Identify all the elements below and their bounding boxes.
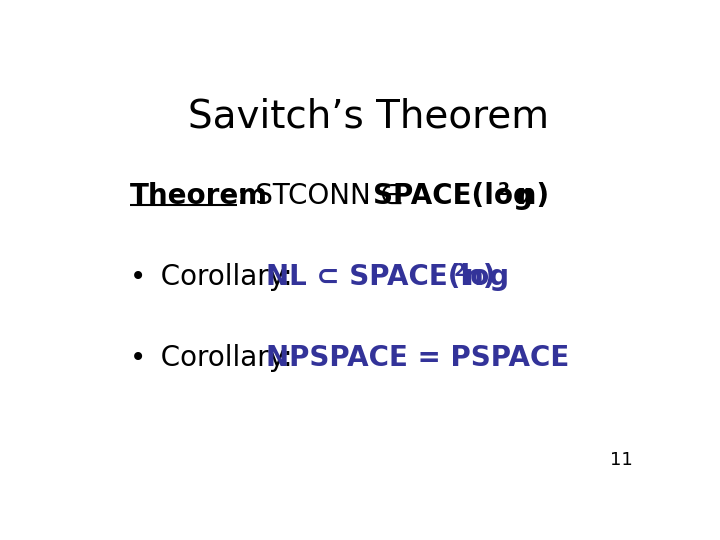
Text: n): n) (464, 263, 496, 291)
Text: n): n) (507, 182, 549, 210)
Text: NL ⊂ SPACE(log: NL ⊂ SPACE(log (266, 263, 509, 291)
Text: NPSPACE = PSPACE: NPSPACE = PSPACE (266, 344, 569, 372)
Text: 11: 11 (610, 451, 632, 469)
Text: •: • (130, 344, 147, 372)
Text: SPACE(log: SPACE(log (374, 182, 534, 210)
Text: Corollary:: Corollary: (143, 263, 301, 291)
Text: Savitch’s Theorem: Savitch’s Theorem (189, 98, 549, 136)
Text: Theorem: Theorem (130, 182, 269, 210)
Text: : STCONN ∈: : STCONN ∈ (238, 182, 413, 210)
Text: •: • (130, 263, 147, 291)
Text: 2: 2 (498, 180, 509, 199)
Text: 2: 2 (454, 262, 466, 280)
Text: Corollary:: Corollary: (143, 344, 301, 372)
